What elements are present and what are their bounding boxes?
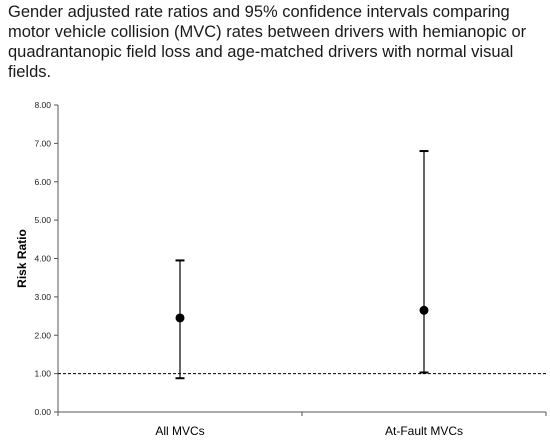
y-tick-label: 8.00	[34, 100, 51, 110]
y-axis-title: Risk Ratio	[15, 229, 29, 288]
y-tick-label: 5.00	[34, 215, 51, 225]
y-tick-label: 6.00	[34, 177, 51, 187]
y-tick-label: 4.00	[34, 254, 51, 264]
y-tick-label: 1.00	[34, 369, 51, 379]
x-category-label: At-Fault MVCs	[385, 424, 463, 438]
y-axis: 0.00 1.00 2.00 3.00 4.00 5.00 6.00 7.00 8.00	[34, 100, 59, 417]
x-axis: All MVCs At-Fault MVCs	[57, 411, 547, 438]
x-category-label: All MVCs	[155, 424, 204, 438]
y-tick-label: 3.00	[34, 292, 51, 302]
y-tick-label: 0.00	[34, 407, 51, 417]
y-tick-label: 7.00	[34, 138, 51, 148]
data-point	[419, 305, 429, 315]
y-tick-label: 2.00	[34, 330, 51, 340]
chart-title: Gender adjusted rate ratios and 95% conf…	[8, 3, 527, 81]
data-marks	[175, 150, 429, 380]
data-point	[175, 313, 185, 323]
